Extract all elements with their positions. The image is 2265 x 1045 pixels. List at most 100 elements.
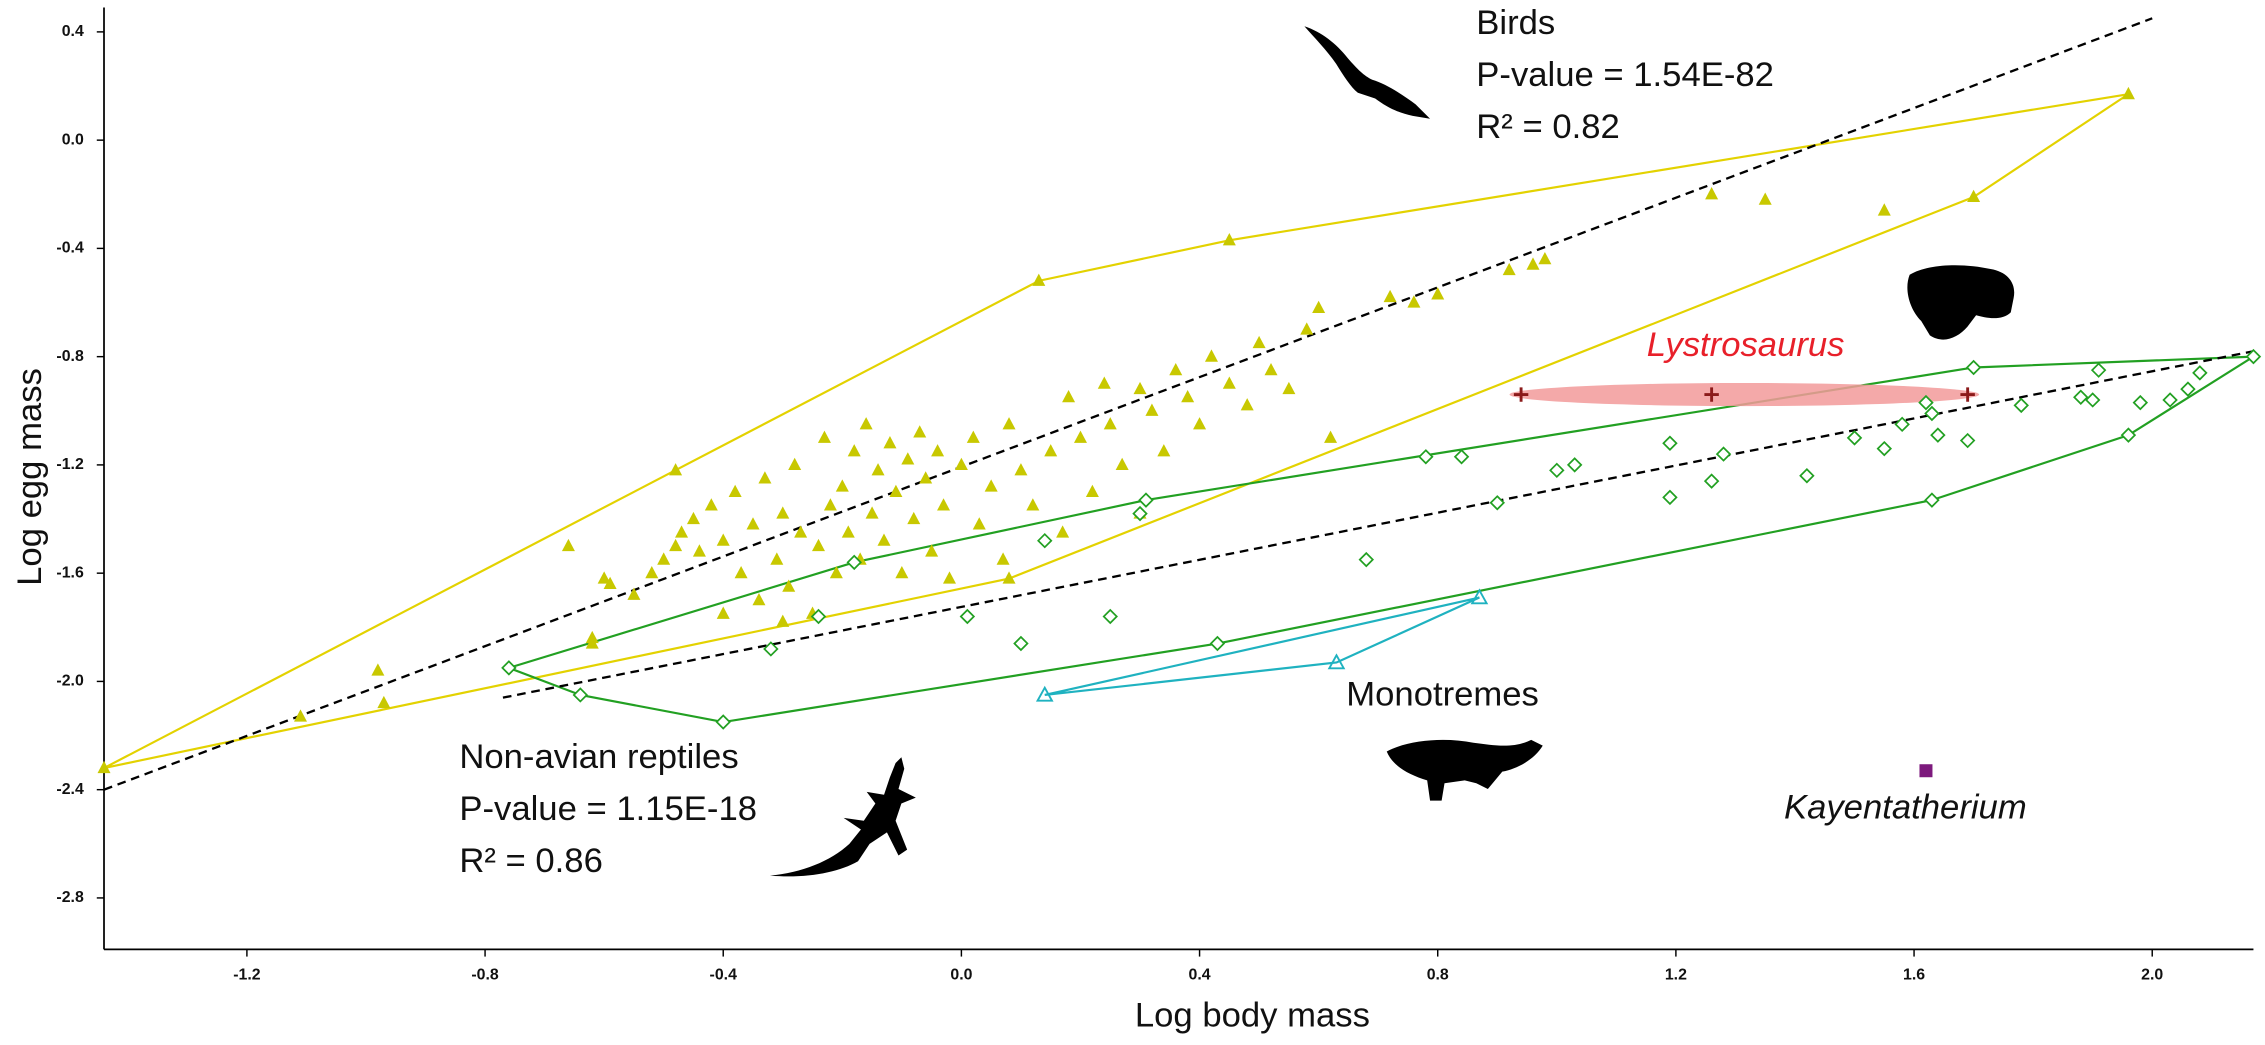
x-tick-label: 0.4 xyxy=(1189,967,1211,984)
x-tick-label: 0.8 xyxy=(1427,967,1449,984)
bird-point xyxy=(871,463,885,476)
bird-point xyxy=(954,457,968,470)
reptile-point xyxy=(1037,532,1053,549)
bird-point xyxy=(907,511,921,525)
bird-point xyxy=(877,533,891,546)
bird-point xyxy=(1383,289,1397,303)
hull-outline xyxy=(1044,596,1480,697)
bird-point xyxy=(776,506,790,519)
x-tick-label: 0.0 xyxy=(950,967,972,984)
bird-point xyxy=(1300,322,1314,335)
bird-point xyxy=(865,506,879,519)
bird-point xyxy=(675,525,689,538)
bird-point xyxy=(1222,376,1236,389)
x-tick-label: -0.8 xyxy=(471,967,499,984)
bird-point xyxy=(823,498,837,511)
reptile-point xyxy=(1549,462,1565,479)
reptile-point xyxy=(1662,435,1678,451)
bird-point xyxy=(561,538,575,552)
reptile-point xyxy=(2013,397,2029,414)
bird-point xyxy=(669,463,683,476)
bird-point xyxy=(829,565,843,579)
x-tick-label: -0.4 xyxy=(710,967,738,984)
reptile-point xyxy=(1013,635,1029,652)
reptile-point xyxy=(1876,440,1893,457)
bird-point xyxy=(1026,498,1040,511)
silhouettes xyxy=(769,26,2015,877)
bird-point xyxy=(889,484,903,498)
bird-point xyxy=(627,587,641,600)
series-label: Birds xyxy=(1476,4,1555,42)
bird-point xyxy=(1282,381,1296,395)
reptile-point xyxy=(715,714,731,730)
bird-point xyxy=(645,565,659,579)
bird-point xyxy=(293,709,307,722)
bird-point xyxy=(1705,187,1719,200)
bird-point xyxy=(585,630,599,644)
bird-point xyxy=(782,579,796,592)
skull-silhouette xyxy=(1907,265,2015,340)
bird-point xyxy=(1877,203,1891,216)
bird-point xyxy=(996,552,1010,565)
reptile-point xyxy=(572,687,589,703)
reptile-point xyxy=(1489,495,1505,511)
reptile-point xyxy=(1102,608,1118,625)
bird-point xyxy=(1181,390,1195,403)
bird-point xyxy=(1407,295,1421,308)
reptile-point xyxy=(1965,359,1982,376)
bird-point xyxy=(1103,417,1117,430)
series-label: Non-avian reptiles xyxy=(459,738,738,776)
x-tick-label: 1.6 xyxy=(1903,967,1925,984)
bird-point xyxy=(686,511,700,525)
reptile-point xyxy=(763,641,779,657)
reptile-point xyxy=(1662,489,1678,506)
y-tick-label: -2.0 xyxy=(56,673,84,690)
reptile-point xyxy=(2090,362,2107,378)
series-label: Lystrosaurus xyxy=(1647,326,1845,364)
reptile-point xyxy=(2192,365,2208,381)
reptile-point xyxy=(2073,389,2089,405)
y-axis-title: Log egg mass xyxy=(11,368,49,586)
y-tick-label: -1.6 xyxy=(56,564,84,581)
y-tick-label: 0.0 xyxy=(62,131,84,148)
reptile-point xyxy=(1959,432,1976,449)
bird-point xyxy=(1014,463,1028,476)
reptile-point xyxy=(1132,505,1148,522)
bird-point xyxy=(2121,86,2135,100)
y-tick-label: 0.4 xyxy=(62,23,84,40)
y-tick-label: -2.4 xyxy=(56,781,84,798)
reptile-point xyxy=(810,608,827,625)
y-tick-label: -0.8 xyxy=(56,348,84,365)
stat-label: R² = 0.82 xyxy=(1476,108,1620,146)
bird-point xyxy=(1222,233,1236,246)
reptile-point xyxy=(959,608,976,625)
bird-point xyxy=(669,538,683,552)
reptile-point xyxy=(2180,381,2196,397)
reptile-point xyxy=(1918,394,1934,411)
bird-point xyxy=(794,525,808,538)
bird-point xyxy=(704,498,718,511)
x-tick-label: 1.2 xyxy=(1665,967,1687,984)
reptile-point xyxy=(2245,348,2262,365)
bird-point xyxy=(1073,430,1087,443)
bird-point xyxy=(937,498,951,511)
reptile-point xyxy=(1924,405,1940,422)
platypus-silhouette xyxy=(1386,739,1543,801)
bird-point xyxy=(1252,335,1266,349)
reptile-point xyxy=(2162,392,2178,408)
lystrosaurus-point xyxy=(1513,387,1529,402)
bird-point xyxy=(925,544,939,557)
bird-point xyxy=(1133,381,1147,395)
x-tick-label: 2.0 xyxy=(2141,967,2163,984)
bird-point xyxy=(811,538,826,552)
series-label: Monotremes xyxy=(1346,676,1539,714)
bird-point xyxy=(371,663,385,676)
bird-point xyxy=(1204,349,1218,362)
bird-point xyxy=(1324,430,1338,443)
bird-point xyxy=(1538,252,1552,265)
series-label: Kayentatherium xyxy=(1784,788,2027,826)
bird-point xyxy=(1002,571,1016,584)
